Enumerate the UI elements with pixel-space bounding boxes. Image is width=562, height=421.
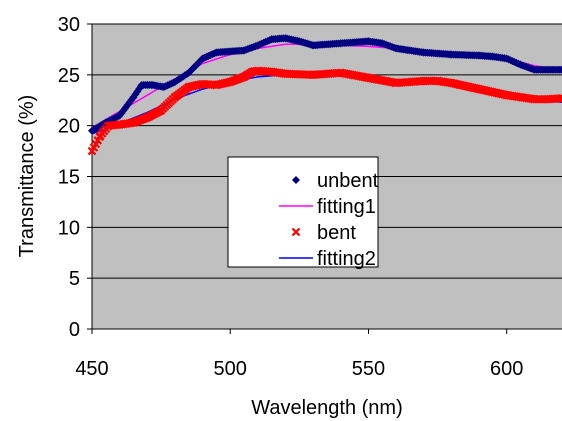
y-axis-title: Transmittance (%) [16, 95, 38, 258]
x-tick-label-600: 600 [490, 358, 523, 380]
x-tick-label-450: 450 [75, 358, 108, 380]
y-tick-label-0: 0 [69, 319, 80, 341]
x-tick-label-550: 550 [352, 358, 385, 380]
legend-box [227, 156, 379, 268]
legend-label-unbent: unbent [317, 170, 379, 192]
x-axis-title: Wavelength (nm) [251, 397, 403, 419]
legend-swatch-bent [291, 227, 301, 237]
y-tick-label-25: 25 [58, 65, 80, 87]
series-unbent [88, 34, 562, 135]
series-bent [87, 66, 562, 156]
y-tick-label-30: 30 [58, 14, 80, 36]
bent-point-262 [555, 94, 562, 103]
bent-point-264 [557, 93, 562, 103]
x-tick-label-500: 500 [214, 358, 247, 380]
y-tick-label-15: 15 [58, 167, 80, 189]
unbent-point-266 [558, 65, 562, 74]
legend-label-fitting1: fitting1 [317, 196, 376, 218]
y-tick-label-5: 5 [69, 268, 80, 290]
y-tick-label-10: 10 [58, 217, 80, 239]
y-tick-label-20: 20 [58, 116, 80, 138]
legend-label-fitting2: fitting2 [317, 248, 376, 270]
y-axis-ticks: 0 5 10 15 20 25 30 [58, 14, 92, 341]
legend-label-bent: bent [317, 222, 356, 244]
series-layer [87, 34, 562, 156]
legend: unbent fitting1 bent fitting2 [227, 156, 379, 270]
x-axis-ticks: 450 500 550 600 [75, 329, 523, 380]
legend-swatch-unbent [292, 176, 300, 184]
